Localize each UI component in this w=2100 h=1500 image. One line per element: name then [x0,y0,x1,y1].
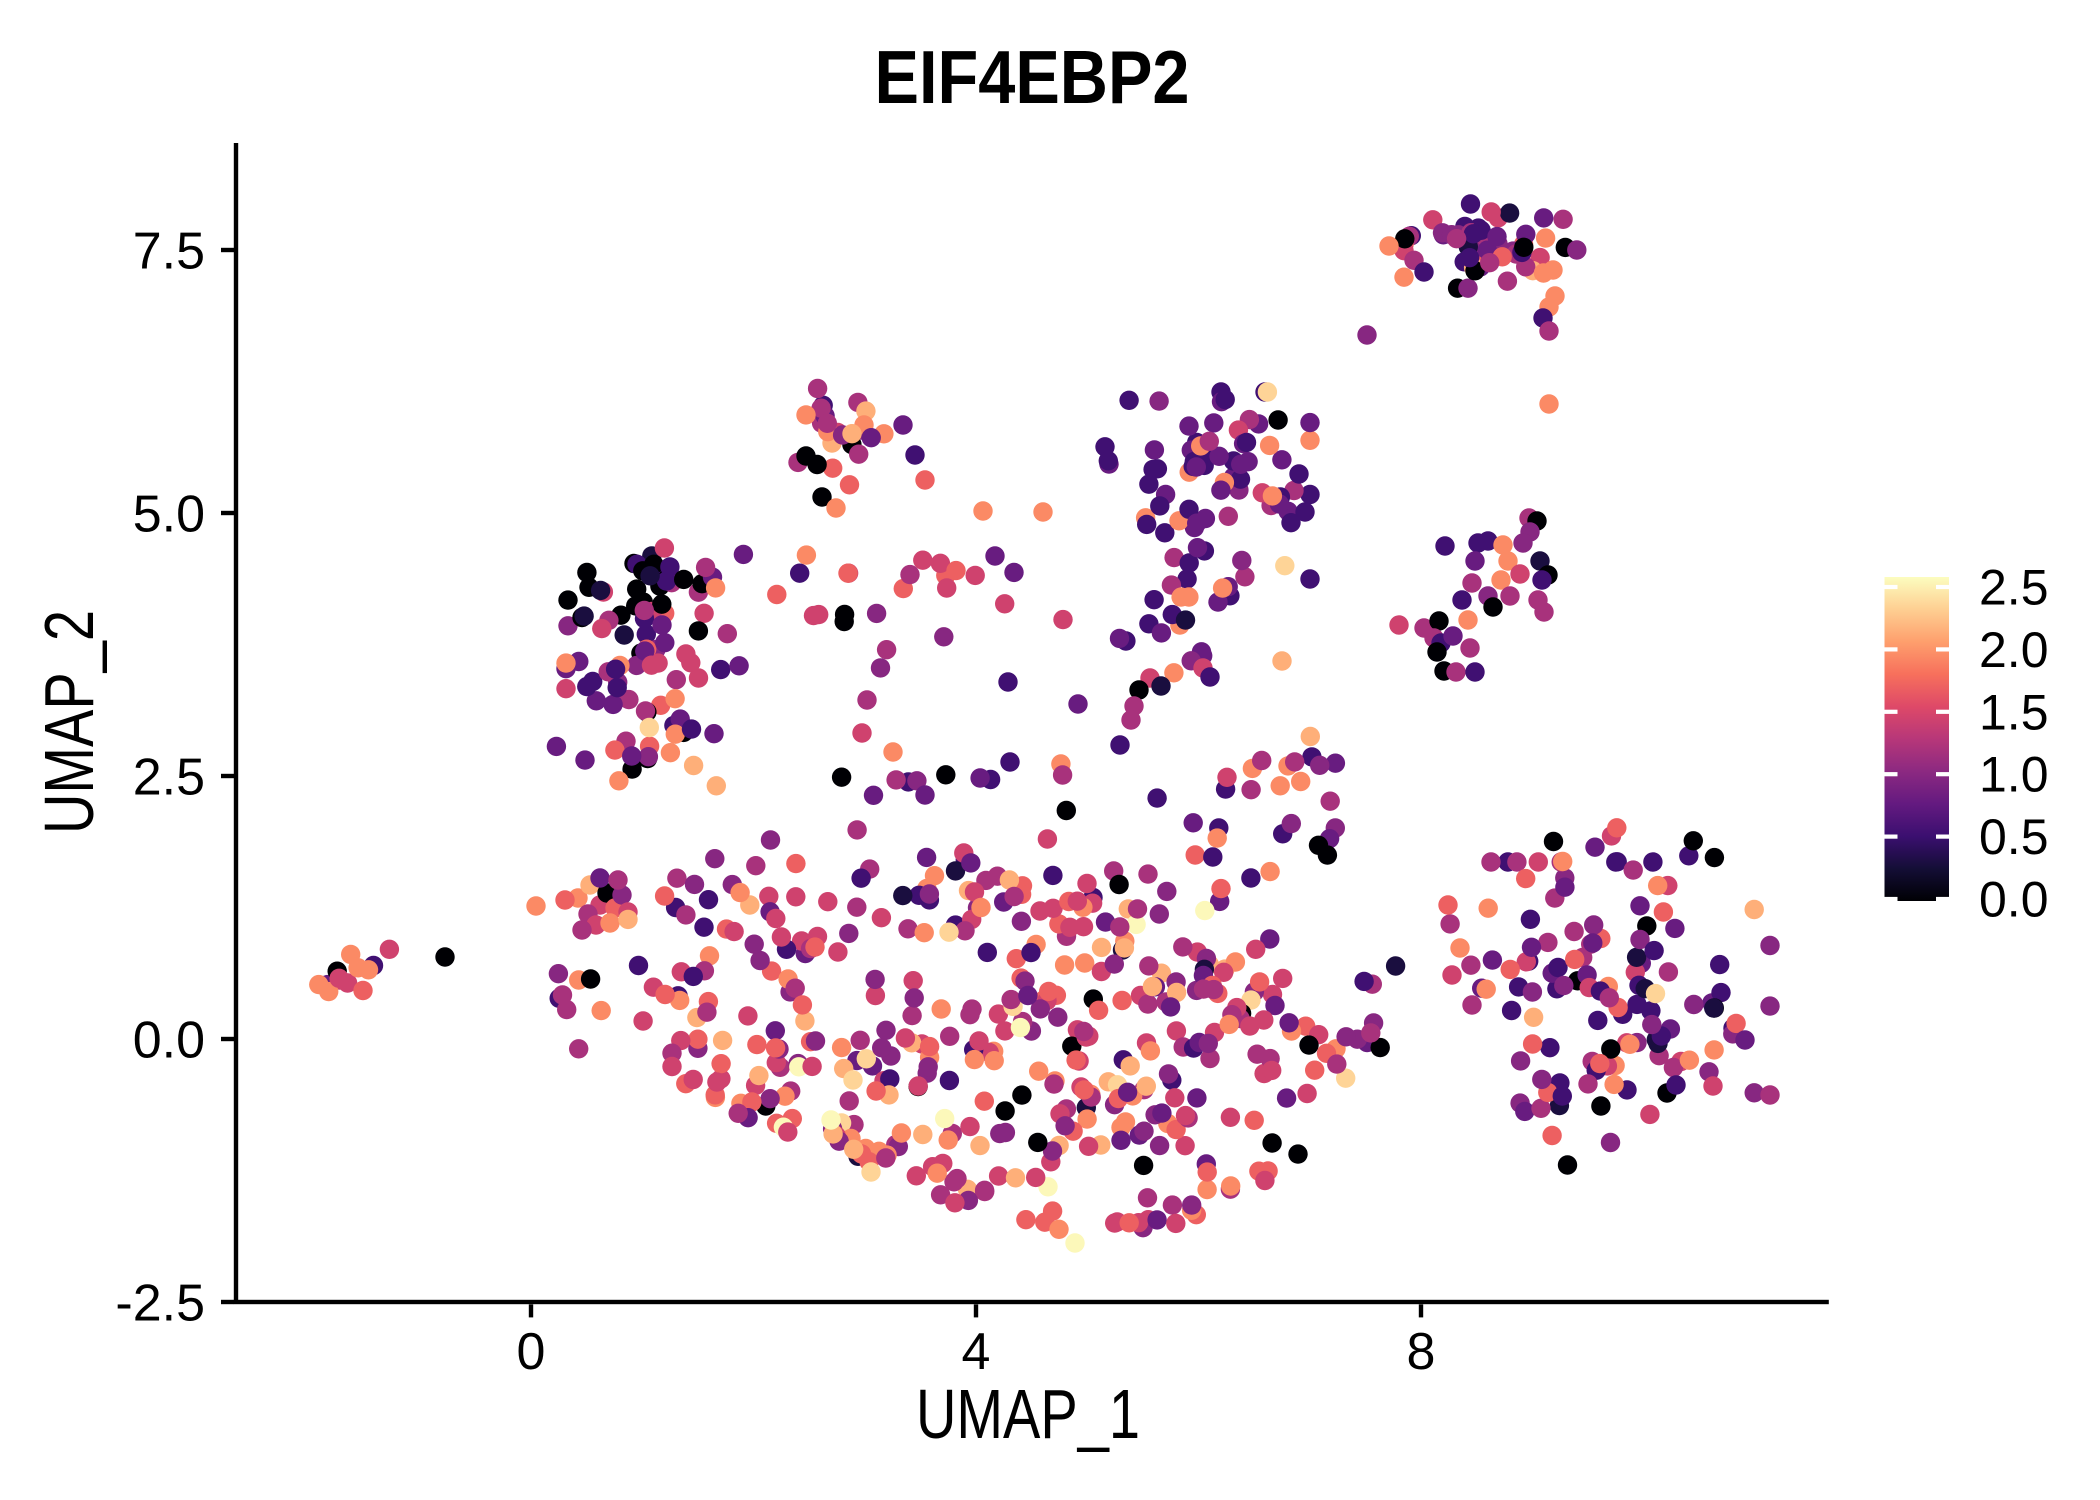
svg-text:0.0: 0.0 [133,1012,205,1070]
svg-text:0.0: 0.0 [1979,872,2049,928]
svg-text:2.5: 2.5 [133,749,205,807]
svg-text:1.5: 1.5 [1979,684,2049,740]
svg-text:EIF4EBP2: EIF4EBP2 [875,35,1190,119]
svg-text:-2.5: -2.5 [115,1275,205,1333]
svg-text:8: 8 [1407,1323,1436,1381]
svg-text:2.0: 2.0 [1979,622,2049,678]
svg-text:7.5: 7.5 [133,223,205,281]
svg-text:4: 4 [962,1323,991,1381]
svg-text:1.0: 1.0 [1979,747,2049,803]
svg-text:UMAP_2: UMAP_2 [30,610,108,834]
svg-text:0: 0 [517,1323,546,1381]
svg-text:5.0: 5.0 [133,486,205,544]
svg-text:0.5: 0.5 [1979,809,2049,865]
svg-text:UMAP_1: UMAP_1 [916,1375,1140,1453]
svg-text:2.5: 2.5 [1979,560,2049,616]
